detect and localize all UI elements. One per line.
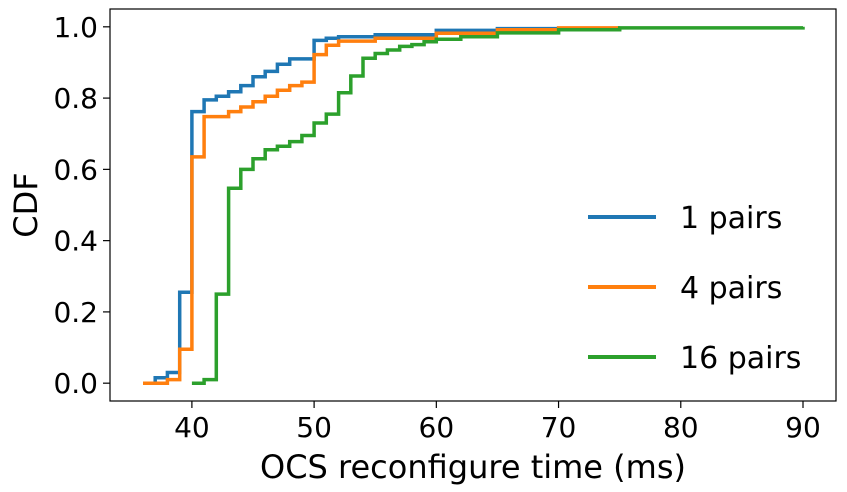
x-tick-label: 60 [419, 411, 455, 444]
y-tick-label: 0.0 [53, 367, 98, 400]
y-axis-label: CDF [7, 172, 45, 237]
x-tick-label: 50 [296, 411, 332, 444]
series-line-2 [143, 26, 622, 385]
legend: 1 pairs 4 pairs 16 pairs [588, 201, 801, 376]
y-axis-ticks: 0.0 0.2 0.4 0.6 0.8 1.0 [53, 11, 110, 400]
series-line-3 [191, 26, 805, 385]
y-tick-label: 0.8 [53, 82, 98, 115]
x-tick-label: 90 [785, 411, 821, 444]
legend-label-1: 1 pairs [680, 201, 782, 236]
plot-frame [109, 8, 837, 402]
legend-label-3: 16 pairs [680, 341, 801, 376]
x-tick-label: 40 [174, 411, 210, 444]
x-tick-label: 80 [663, 411, 699, 444]
y-tick-label: 1.0 [53, 11, 98, 44]
y-tick-label: 0.2 [53, 296, 98, 329]
legend-label-2: 4 pairs [680, 271, 782, 306]
series-line-1 [143, 26, 622, 385]
y-tick-label: 0.6 [53, 153, 98, 186]
x-tick-label: 70 [541, 411, 577, 444]
x-axis-ticks: 40 50 60 70 80 90 [174, 401, 821, 444]
series-layer [143, 26, 805, 385]
x-axis-label: OCS reconfigure time (ms) [260, 448, 686, 486]
y-tick-label: 0.4 [53, 225, 98, 258]
